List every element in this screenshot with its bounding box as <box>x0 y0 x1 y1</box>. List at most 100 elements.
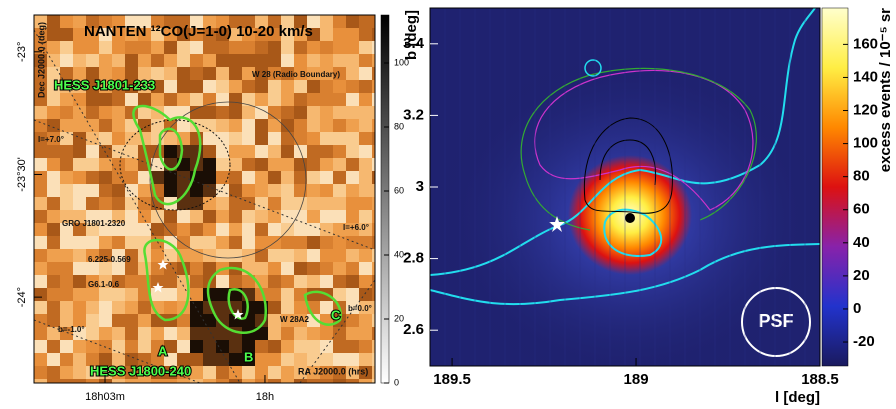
pixel <box>60 132 73 145</box>
pixel <box>164 275 177 288</box>
pixel <box>177 106 190 119</box>
pixel <box>333 80 346 93</box>
pixel <box>346 171 359 184</box>
pixel <box>34 171 47 184</box>
pixel <box>138 223 151 236</box>
pixel <box>255 366 268 379</box>
pixel <box>255 340 268 353</box>
pixel <box>60 197 73 210</box>
pixel <box>372 210 375 223</box>
pixel <box>294 249 307 262</box>
pixel <box>320 249 333 262</box>
pixel <box>86 184 99 197</box>
pixel <box>294 327 307 340</box>
y-tick-label: -23°30' <box>16 157 28 192</box>
pixel <box>73 184 86 197</box>
pixel <box>333 28 346 41</box>
pixel <box>216 301 229 314</box>
pixel <box>190 314 203 327</box>
pixel <box>216 28 229 41</box>
pixel <box>307 379 320 383</box>
pixel <box>177 41 190 54</box>
pixel <box>47 366 60 379</box>
pixel <box>73 301 86 314</box>
pixel <box>372 119 375 132</box>
pixel <box>281 314 294 327</box>
pixel <box>47 15 60 28</box>
pixel <box>346 327 359 340</box>
pixel <box>372 171 375 184</box>
pixel <box>216 236 229 249</box>
pixel <box>307 275 320 288</box>
pixel <box>125 288 138 301</box>
pixel <box>294 366 307 379</box>
star <box>232 309 244 320</box>
pixel <box>138 28 151 41</box>
pixel <box>99 106 112 119</box>
pixel <box>333 249 346 262</box>
pixel <box>268 366 281 379</box>
pixel <box>346 54 359 67</box>
pixel <box>281 340 294 353</box>
pixel <box>294 119 307 132</box>
pixel <box>216 54 229 67</box>
pixel <box>294 275 307 288</box>
pixel <box>47 184 60 197</box>
pixel <box>346 223 359 236</box>
pixel <box>333 210 346 223</box>
pixel <box>34 158 47 171</box>
pixel <box>34 301 47 314</box>
pixel <box>294 340 307 353</box>
pixel <box>99 171 112 184</box>
pixel <box>190 379 203 383</box>
pixel <box>34 15 47 28</box>
colorbar-tick-label: 140 <box>853 68 878 85</box>
stars <box>152 259 244 320</box>
pixel <box>320 184 333 197</box>
colorbar-tick-label: 80 <box>853 168 870 185</box>
pixel <box>99 41 112 54</box>
pixel <box>151 223 164 236</box>
pixel <box>151 366 164 379</box>
pixel <box>151 41 164 54</box>
pixel <box>359 28 372 41</box>
pixel <box>333 145 346 158</box>
pixel <box>242 171 255 184</box>
pixel <box>190 41 203 54</box>
pixel <box>34 379 47 383</box>
pixel <box>99 158 112 171</box>
pixel <box>307 327 320 340</box>
pixel <box>47 80 60 93</box>
pixel <box>190 275 203 288</box>
pixel <box>307 249 320 262</box>
pixel <box>47 171 60 184</box>
pixel <box>164 327 177 340</box>
pixel <box>294 301 307 314</box>
pixel <box>125 223 138 236</box>
y-tick-label: 3.4 <box>403 35 425 52</box>
pixel <box>112 262 125 275</box>
contour <box>132 104 202 206</box>
pixel <box>216 288 229 301</box>
pixel <box>255 158 268 171</box>
pixel <box>86 275 99 288</box>
pixel <box>320 15 333 28</box>
pixel <box>34 327 47 340</box>
pixel <box>242 15 255 28</box>
pixel <box>359 301 372 314</box>
pixel <box>86 119 99 132</box>
pixel <box>242 314 255 327</box>
pixel <box>112 366 125 379</box>
pixel <box>190 54 203 67</box>
pixel <box>112 314 125 327</box>
pixel <box>359 340 372 353</box>
pixel <box>34 236 47 249</box>
pixel <box>138 171 151 184</box>
pixel <box>294 41 307 54</box>
pixel <box>281 236 294 249</box>
pixel <box>203 158 216 171</box>
pixel <box>86 132 99 145</box>
pixel <box>151 379 164 383</box>
pixel <box>86 249 99 262</box>
annotation: W 28 (Radio Boundary) <box>252 70 340 79</box>
